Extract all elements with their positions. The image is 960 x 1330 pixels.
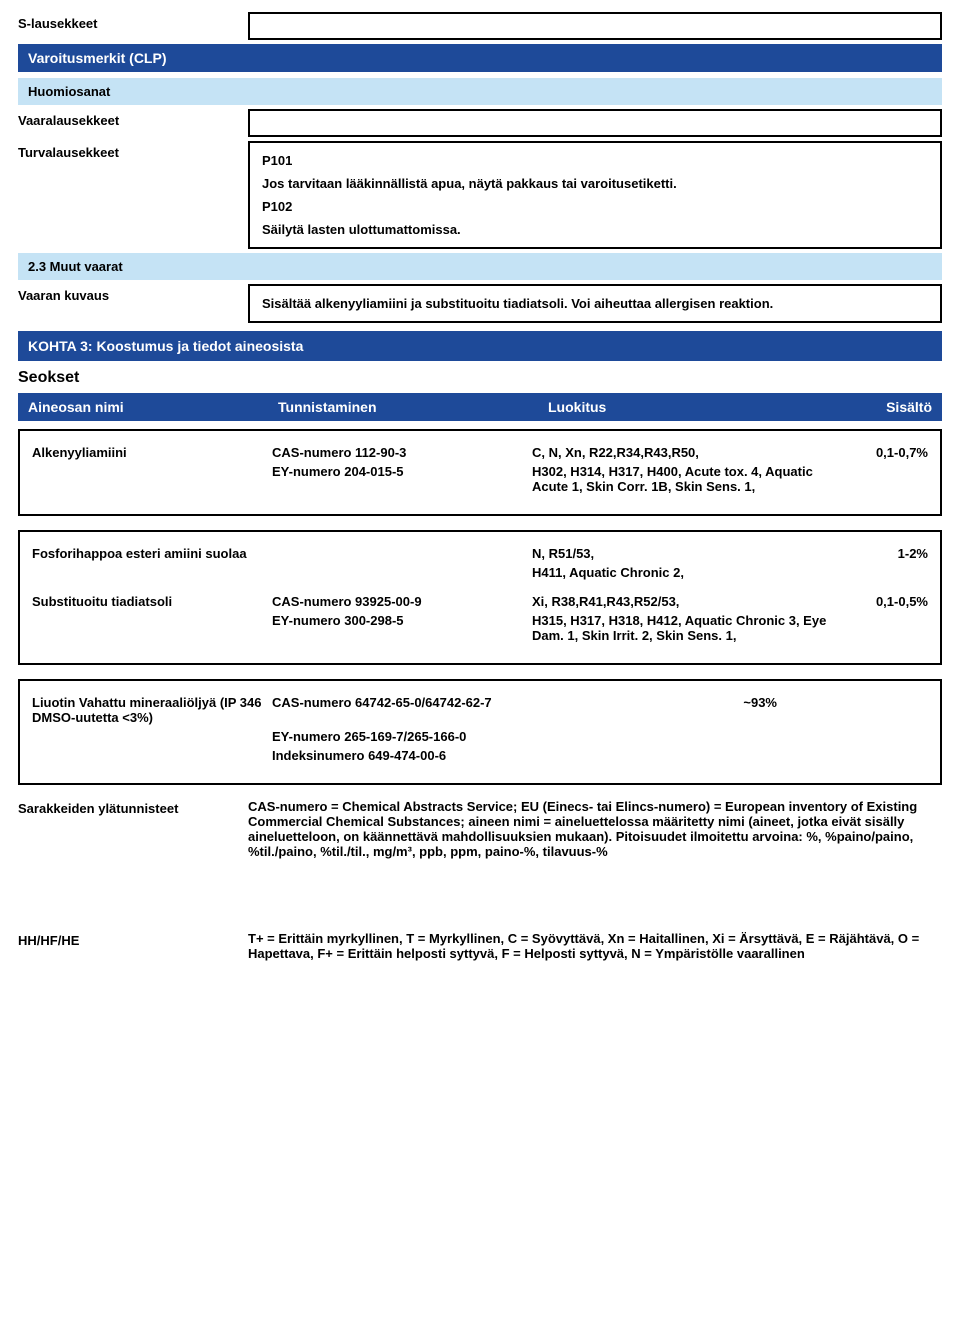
comp4-content: ~93% (692, 695, 777, 710)
turvalausekkeet-label: Turvalausekkeet (18, 141, 248, 164)
vaaran-kuvaus-box: Sisältää alkenyyliamiini ja substituoitu… (248, 284, 942, 323)
th-content: Sisältö (847, 393, 942, 421)
comp3-content: 0,1-0,5% (843, 594, 928, 609)
p101-text: Jos tarvitaan lääkinnällistä apua, näytä… (262, 176, 928, 191)
column-note-label: Sarakkeiden ylätunnisteet (18, 799, 248, 816)
comp2-class2: H411, Aquatic Chronic 2, (532, 565, 843, 580)
hh-note-text: T+ = Erittäin myrkyllinen, T = Myrkyllin… (248, 931, 942, 961)
comp4-idx: Indeksinumero 649-474-00-6 (272, 748, 692, 763)
comp3-class1: Xi, R38,R41,R43,R52/53, (532, 594, 843, 609)
p102-text: Säilytä lasten ulottumattomissa. (262, 222, 928, 237)
comp4-ey: EY-numero 265-169-7/265-166-0 (272, 729, 692, 744)
comp2-class1: N, R51/53, (532, 546, 843, 561)
vaaralausekkeet-box (248, 109, 942, 137)
s-lausekkeet-label: S-lausekkeet (18, 12, 248, 35)
p101-code: P101 (262, 153, 928, 168)
comp1-box: Alkenyyliamiini CAS-numero 112-90-3 C, N… (18, 429, 942, 516)
seokset-heading: Seokset (18, 369, 942, 387)
comp1-class2: H302, H314, H317, H400, Acute tox. 4, Aq… (532, 464, 843, 494)
comp3-ey: EY-numero 300-298-5 (272, 613, 532, 628)
varoitusmerkit-header: Varoitusmerkit (CLP) (18, 44, 942, 72)
kohta3-header: KOHTA 3: Koostumus ja tiedot aineosista (18, 331, 942, 361)
composition-table-header: Aineosan nimi Tunnistaminen Luokitus Sis… (18, 393, 942, 421)
vaaran-kuvaus-label: Vaaran kuvaus (18, 284, 248, 307)
comp1-name: Alkenyyliamiini (32, 445, 272, 460)
th-ident: Tunnistaminen (268, 393, 538, 421)
th-name: Aineosan nimi (18, 393, 268, 421)
hh-note-label: HH/HF/HE (18, 931, 248, 948)
th-class: Luokitus (538, 393, 847, 421)
huomiosanat-header: Huomiosanat (18, 78, 942, 105)
turvalausekkeet-box: P101 Jos tarvitaan lääkinnällistä apua, … (248, 141, 942, 249)
column-note-text: CAS-numero = Chemical Abstracts Service;… (248, 799, 942, 859)
p102-code: P102 (262, 199, 928, 214)
comp1-ey: EY-numero 204-015-5 (272, 464, 532, 479)
column-note-row: Sarakkeiden ylätunnisteet CAS-numero = C… (18, 799, 942, 859)
comp4-box: Liuotin Vahattu mineraaliöljyä (IP 346 D… (18, 679, 942, 785)
muut-vaarat-header: 2.3 Muut vaarat (18, 253, 942, 280)
vaaralausekkeet-label: Vaaralausekkeet (18, 109, 248, 132)
comp3-cas: CAS-numero 93925-00-9 (272, 594, 532, 609)
vaaran-kuvaus-text: Sisältää alkenyyliamiini ja substituoitu… (262, 296, 773, 311)
comp1-content: 0,1-0,7% (843, 445, 928, 460)
comp2-content: 1-2% (843, 546, 928, 561)
comp1-cas: CAS-numero 112-90-3 (272, 445, 532, 460)
s-lausekkeet-box (248, 12, 942, 40)
hh-note-row: HH/HF/HE T+ = Erittäin myrkyllinen, T = … (18, 931, 942, 961)
comp2-name: Fosforihappoa esteri amiini suolaa (32, 546, 272, 561)
comp3-name: Substituoitu tiadiatsoli (32, 594, 272, 609)
comp4-cas: CAS-numero 64742-65-0/64742-62-7 (272, 695, 692, 710)
comp3-class2: H315, H317, H318, H412, Aquatic Chronic … (532, 613, 843, 643)
comp1-class1: C, N, Xn, R22,R34,R43,R50, (532, 445, 843, 460)
comp4-name: Liuotin Vahattu mineraaliöljyä (IP 346 D… (32, 695, 272, 725)
comp2-3-box: Fosforihappoa esteri amiini suolaa N, R5… (18, 530, 942, 665)
